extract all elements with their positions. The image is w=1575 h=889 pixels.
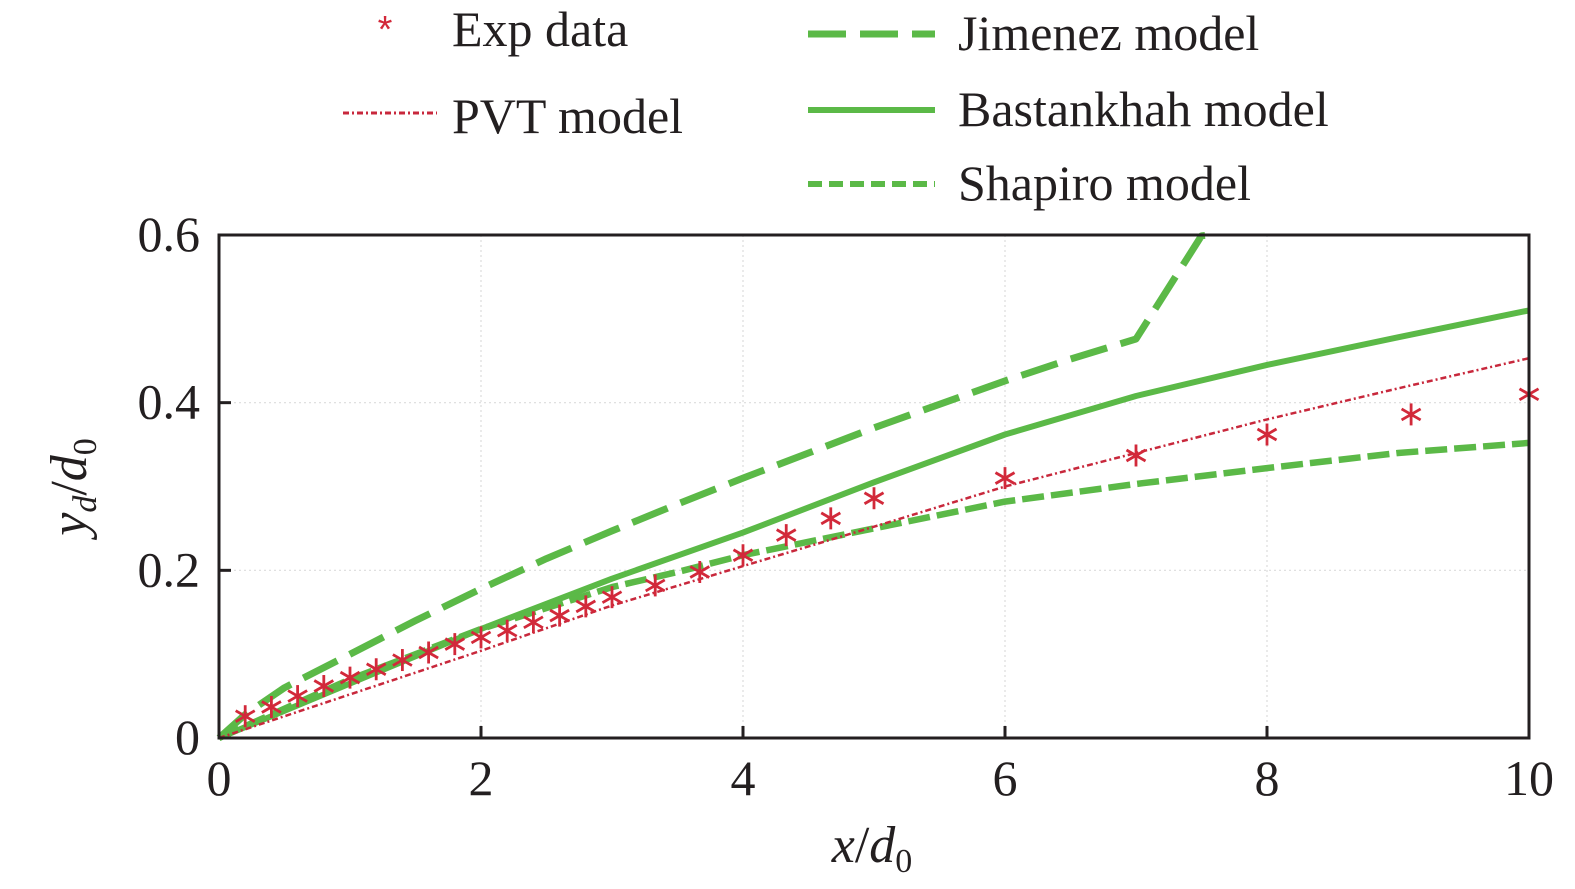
x-axis-title-slash: / [855,817,870,874]
series-layer [216,231,1540,741]
exp-data-point [994,467,1016,490]
exp-data-point [496,619,518,642]
legend-label-shapiro-model: Shapiro model [958,155,1251,211]
exp-data-point [863,487,885,510]
exp-data-point [689,561,710,584]
exp-data-point [575,595,597,618]
x-tick-label: 0 [207,750,232,806]
legend: * Exp data PVT model Jimenez model Basta… [343,1,1329,211]
y-tick-label: 0.4 [138,374,201,430]
exp-data-point [820,507,841,530]
x-tick-label: 8 [1255,750,1280,806]
y-tick-label: 0.2 [138,541,201,597]
exp-data-point [470,626,492,649]
legend-label-exp-data: Exp data [452,1,628,57]
legend-entry-exp-data: * Exp data [378,1,629,57]
exp-data-point [1400,403,1422,426]
exp-data-point [776,524,797,547]
y-tick-label: 0 [175,709,200,765]
x-tick-label: 10 [1504,750,1554,806]
exp-data-point [732,544,754,567]
y-tick-label: 0.6 [138,206,201,262]
exp-data-point [234,705,256,728]
exp-data-point [1125,444,1147,467]
x-axis-title-sub: 0 [895,843,912,880]
legend-marker-exp-data: * [378,9,393,51]
legend-label-jimenez-model: Jimenez model [958,5,1259,61]
exp-data-point [392,649,413,672]
exp-data-point [645,574,666,597]
legend-entry-bastankhah-model: Bastankhah model [808,81,1329,137]
exp-data-point [418,641,439,664]
x-tick-label: 4 [731,750,756,806]
x-axis-title-x: x [831,817,855,874]
y-axis-title-y: y [41,512,98,541]
legend-entry-jimenez-model: Jimenez model [808,5,1259,61]
legend-label-pvt-model: PVT model [452,88,683,144]
x-axis-title-d: d [869,817,896,874]
y-axis-title-sub: d [67,495,104,513]
exp-data-point [365,658,387,681]
y-axis-title-sub2: 0 [67,438,104,455]
exp-data-point [549,604,570,627]
exp-data-point [444,633,466,656]
y-axis-title-d: d [41,454,98,481]
exp-data-point [261,695,282,718]
ticks: 0 2 4 6 8 10 0 0.2 0.4 0.6 [138,206,1555,806]
series-line-pvt-model [218,356,1530,740]
x-tick-label: 2 [469,750,494,806]
x-axis-title: x/d0 [831,817,913,880]
series-line-jimenez-model [216,231,1210,741]
grid [219,235,1529,738]
plot-frame [217,233,1531,740]
y-axis-title: yd/d0 [41,438,104,541]
exp-data-point [1256,423,1278,446]
legend-entry-pvt-model: PVT model [343,88,683,144]
y-axis-title-slash: / [41,481,98,496]
exp-data-point [339,666,361,689]
exp-data-point [601,586,623,609]
series-line-shapiro-model [217,439,1530,741]
plot-area: 0 2 4 6 8 10 0 0.2 0.4 0.6 [138,206,1555,806]
legend-label-bastankhah-model: Bastankhah model [958,81,1329,137]
exp-data-point [287,685,308,708]
legend-entry-shapiro-model: Shapiro model [808,155,1251,211]
x-tick-label: 6 [993,750,1018,806]
exp-data-point [523,611,544,634]
exp-data-point [313,675,335,698]
